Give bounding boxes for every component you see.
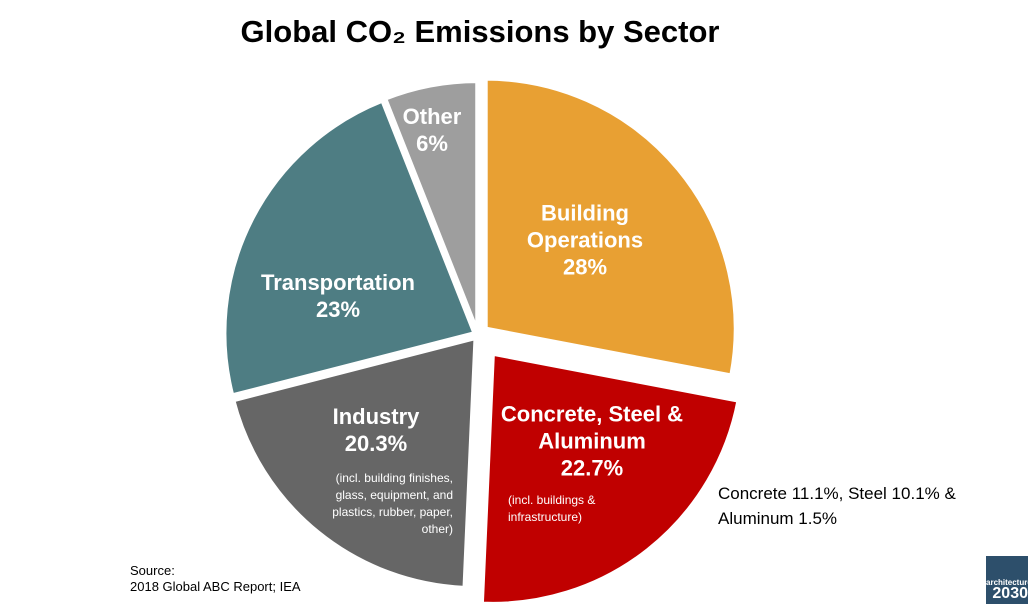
logo: architecture 2030 [986, 556, 1028, 604]
value-label: 20.3% [344, 431, 408, 456]
pie-slice [382, 79, 480, 332]
annotation: Concrete 11.1%, Steel 10.1% & Aluminum 1… [718, 484, 956, 528]
logo-text: architecture [986, 578, 1028, 587]
slice-note: (incl. building finishes, glass, equipme… [332, 471, 453, 536]
value-label: 6% [416, 131, 448, 156]
source: Source: 2018 Global ABC Report; IEA [130, 563, 301, 595]
source-label: Source: [130, 563, 175, 578]
logo-number: 2030 [992, 585, 1028, 602]
slice-label: Transportation 23% [238, 269, 438, 323]
pie-slice [479, 351, 741, 606]
slice-label: Industry 20.3% [291, 403, 461, 457]
value-label: 23% [315, 297, 361, 322]
category-label: Other [402, 104, 462, 129]
pie-slice [230, 335, 478, 590]
value-label: 22.7% [560, 455, 624, 481]
slice-label: Concrete, Steel & Aluminum 22.7% [492, 401, 692, 482]
source-text: 2018 Global ABC Report; IEA [130, 579, 301, 594]
slice-label: Other 6% [392, 103, 472, 157]
category-label: Transportation [260, 270, 415, 295]
category-label: Industry [332, 404, 420, 429]
value-label: 28% [562, 254, 608, 280]
slice-note: (incl. buildings & infrastructure) [508, 493, 596, 524]
pie-slice [222, 98, 478, 398]
slice-label: Building Operations 28% [500, 200, 670, 281]
pie-slice [483, 76, 738, 378]
chart-title: Global CO₂ Emissions by Sector [240, 14, 720, 49]
category-label: Building Operations [526, 200, 644, 253]
category-label: Concrete, Steel & Aluminum [500, 401, 684, 454]
